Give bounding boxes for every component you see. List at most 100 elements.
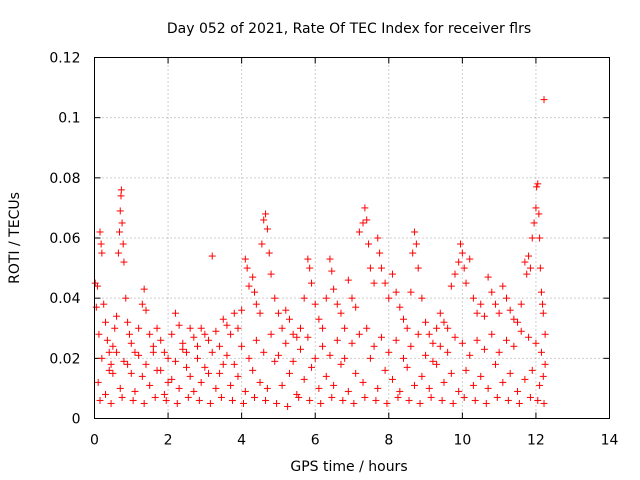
data-point xyxy=(471,396,479,404)
data-point xyxy=(182,348,190,356)
data-point xyxy=(219,360,227,368)
data-point xyxy=(530,219,538,227)
data-point xyxy=(488,288,496,296)
data-point xyxy=(534,396,542,404)
data-point xyxy=(403,363,411,371)
data-point xyxy=(536,264,544,272)
data-point xyxy=(216,342,224,350)
data-point xyxy=(243,264,251,272)
data-point xyxy=(162,396,170,404)
data-point xyxy=(285,315,293,323)
data-point xyxy=(532,339,540,347)
data-point xyxy=(330,381,338,389)
data-point xyxy=(267,270,275,278)
y-tick-label: 0.04 xyxy=(49,291,80,307)
data-point xyxy=(175,384,183,392)
data-point xyxy=(433,324,441,332)
data-point xyxy=(142,306,150,314)
data-point xyxy=(322,372,330,380)
data-point xyxy=(122,294,130,302)
data-point xyxy=(194,342,201,350)
data-point xyxy=(504,396,512,404)
data-point xyxy=(363,216,371,224)
data-point xyxy=(337,360,345,368)
data-point xyxy=(540,96,548,104)
data-point xyxy=(381,366,389,374)
data-point xyxy=(344,387,352,395)
data-point xyxy=(528,366,536,374)
data-point xyxy=(536,234,544,242)
data-point xyxy=(400,354,407,362)
data-point xyxy=(514,318,522,326)
data-point xyxy=(521,375,529,383)
data-point xyxy=(503,336,510,344)
data-point xyxy=(541,360,549,368)
data-point xyxy=(427,393,435,401)
data-point xyxy=(455,387,463,395)
data-point xyxy=(234,324,242,332)
data-point xyxy=(168,375,176,383)
x-tick-label: 12 xyxy=(527,433,545,449)
data-point xyxy=(425,330,433,338)
data-point xyxy=(201,330,209,338)
y-tick-label: 0.08 xyxy=(49,171,80,187)
data-point xyxy=(105,366,113,374)
data-point xyxy=(330,285,338,293)
data-point xyxy=(418,372,426,380)
data-point xyxy=(129,396,137,404)
data-point xyxy=(238,342,246,350)
data-point xyxy=(388,375,396,383)
data-point xyxy=(146,330,154,338)
data-point xyxy=(227,381,235,389)
data-point xyxy=(385,294,393,302)
data-point xyxy=(405,396,413,404)
data-point xyxy=(124,360,132,368)
data-point xyxy=(217,393,225,401)
data-point xyxy=(173,399,181,407)
data-point xyxy=(234,372,242,380)
data-point xyxy=(119,240,127,248)
data-point xyxy=(306,396,314,404)
data-point xyxy=(267,330,275,338)
data-point xyxy=(473,309,481,317)
data-point xyxy=(300,375,308,383)
data-point xyxy=(473,336,481,344)
data-point xyxy=(361,204,369,212)
data-point xyxy=(377,333,385,341)
data-point xyxy=(495,348,503,356)
data-point xyxy=(534,180,542,188)
data-point xyxy=(127,369,135,377)
data-point xyxy=(425,384,433,392)
data-point xyxy=(118,393,126,401)
data-point xyxy=(372,396,380,404)
data-point xyxy=(319,342,327,350)
data-point xyxy=(407,342,415,350)
data-point xyxy=(493,393,501,401)
data-point xyxy=(131,387,139,395)
data-point xyxy=(263,384,271,392)
data-point xyxy=(111,324,119,332)
data-point xyxy=(285,369,293,377)
data-point xyxy=(444,348,452,356)
x-tick-label: 14 xyxy=(601,433,619,449)
data-point xyxy=(317,399,325,407)
data-point xyxy=(263,225,271,233)
data-point xyxy=(480,312,488,320)
data-point xyxy=(308,363,316,371)
data-point xyxy=(458,339,466,347)
data-point xyxy=(333,336,341,344)
data-point xyxy=(295,393,303,401)
data-point xyxy=(440,378,448,386)
data-point xyxy=(171,309,179,317)
data-point xyxy=(462,366,470,374)
data-point xyxy=(506,306,514,314)
data-point xyxy=(120,357,128,365)
data-point xyxy=(458,249,466,257)
data-point xyxy=(252,336,260,344)
data-point xyxy=(361,393,369,401)
data-point xyxy=(521,258,529,266)
data-point xyxy=(525,333,533,341)
data-point xyxy=(416,399,424,407)
y-axis-label: ROTI / TECUs xyxy=(7,192,23,284)
data-point xyxy=(359,219,367,227)
